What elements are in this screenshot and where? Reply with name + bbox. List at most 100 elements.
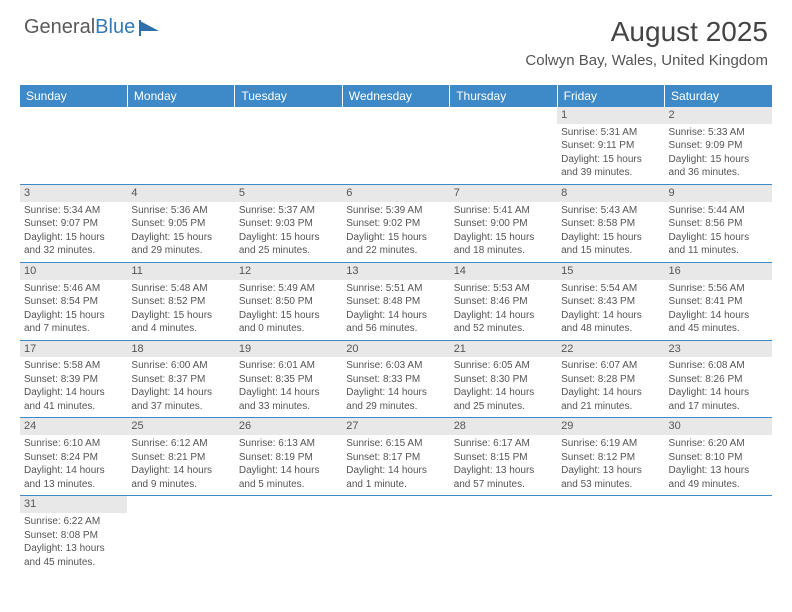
- day-number: 16: [665, 263, 772, 280]
- daylight-line: Daylight: 15 hours and 0 minutes.: [239, 309, 338, 336]
- month-title: August 2025: [525, 16, 768, 48]
- weekday-header-row: Sunday Monday Tuesday Wednesday Thursday…: [20, 85, 772, 107]
- daylight-line: Daylight: 14 hours and 45 minutes.: [669, 309, 768, 336]
- location: Colwyn Bay, Wales, United Kingdom: [525, 52, 768, 69]
- calendar-cell: 29Sunrise: 6:19 AMSunset: 8:12 PMDayligh…: [557, 418, 664, 496]
- day-number: 4: [127, 185, 234, 202]
- sunrise-line: Sunrise: 6:08 AM: [669, 359, 768, 373]
- sunrise-line: Sunrise: 5:51 AM: [346, 282, 445, 296]
- calendar-cell: 11Sunrise: 5:48 AMSunset: 8:52 PMDayligh…: [127, 262, 234, 340]
- sunrise-line: Sunrise: 6:00 AM: [131, 359, 230, 373]
- daylight-line: Daylight: 14 hours and 25 minutes.: [454, 386, 553, 413]
- calendar-row: 17Sunrise: 5:58 AMSunset: 8:39 PMDayligh…: [20, 340, 772, 418]
- sunrise-line: Sunrise: 6:07 AM: [561, 359, 660, 373]
- daylight-line: Daylight: 14 hours and 29 minutes.: [346, 386, 445, 413]
- daylight-line: Daylight: 15 hours and 25 minutes.: [239, 231, 338, 258]
- sunrise-line: Sunrise: 6:22 AM: [24, 515, 123, 529]
- calendar-row: 31Sunrise: 6:22 AMSunset: 8:08 PMDayligh…: [20, 496, 772, 573]
- sunrise-line: Sunrise: 5:48 AM: [131, 282, 230, 296]
- sunset-line: Sunset: 8:43 PM: [561, 295, 660, 309]
- daylight-line: Daylight: 14 hours and 37 minutes.: [131, 386, 230, 413]
- daylight-line: Daylight: 15 hours and 36 minutes.: [669, 153, 768, 180]
- sunrise-line: Sunrise: 6:20 AM: [669, 437, 768, 451]
- calendar-cell: 16Sunrise: 5:56 AMSunset: 8:41 PMDayligh…: [665, 262, 772, 340]
- sunrise-line: Sunrise: 6:10 AM: [24, 437, 123, 451]
- sunrise-line: Sunrise: 5:34 AM: [24, 204, 123, 218]
- sunrise-line: Sunrise: 5:49 AM: [239, 282, 338, 296]
- daylight-line: Daylight: 14 hours and 9 minutes.: [131, 464, 230, 491]
- daylight-line: Daylight: 15 hours and 29 minutes.: [131, 231, 230, 258]
- calendar-cell: 15Sunrise: 5:54 AMSunset: 8:43 PMDayligh…: [557, 262, 664, 340]
- day-number: 1: [557, 107, 664, 124]
- weekday-header: Thursday: [450, 85, 557, 107]
- daylight-line: Daylight: 15 hours and 32 minutes.: [24, 231, 123, 258]
- day-number: 27: [342, 418, 449, 435]
- calendar-cell: .: [235, 107, 342, 184]
- sunrise-line: Sunrise: 5:58 AM: [24, 359, 123, 373]
- sunrise-line: Sunrise: 5:53 AM: [454, 282, 553, 296]
- calendar-cell: .: [450, 107, 557, 184]
- sunrise-line: Sunrise: 6:01 AM: [239, 359, 338, 373]
- logo: GeneralBlue: [24, 16, 161, 39]
- sunrise-line: Sunrise: 5:37 AM: [239, 204, 338, 218]
- daylight-line: Daylight: 15 hours and 18 minutes.: [454, 231, 553, 258]
- day-number: 22: [557, 341, 664, 358]
- day-number: 3: [20, 185, 127, 202]
- sunset-line: Sunset: 8:19 PM: [239, 451, 338, 465]
- day-number: 8: [557, 185, 664, 202]
- day-number: 12: [235, 263, 342, 280]
- calendar-cell: [342, 496, 449, 573]
- sunset-line: Sunset: 8:35 PM: [239, 373, 338, 387]
- daylight-line: Daylight: 13 hours and 45 minutes.: [24, 542, 123, 569]
- daylight-line: Daylight: 14 hours and 17 minutes.: [669, 386, 768, 413]
- daylight-line: Daylight: 14 hours and 52 minutes.: [454, 309, 553, 336]
- weekday-header: Wednesday: [342, 85, 449, 107]
- day-number: 7: [450, 185, 557, 202]
- day-number: 18: [127, 341, 234, 358]
- weekday-header: Tuesday: [235, 85, 342, 107]
- sunset-line: Sunset: 9:02 PM: [346, 217, 445, 231]
- daylight-line: Daylight: 13 hours and 57 minutes.: [454, 464, 553, 491]
- sunrise-line: Sunrise: 6:19 AM: [561, 437, 660, 451]
- daylight-line: Daylight: 15 hours and 4 minutes.: [131, 309, 230, 336]
- daylight-line: Daylight: 14 hours and 1 minute.: [346, 464, 445, 491]
- calendar-cell: 22Sunrise: 6:07 AMSunset: 8:28 PMDayligh…: [557, 340, 664, 418]
- calendar-cell: 21Sunrise: 6:05 AMSunset: 8:30 PMDayligh…: [450, 340, 557, 418]
- day-number: 30: [665, 418, 772, 435]
- sunrise-line: Sunrise: 5:46 AM: [24, 282, 123, 296]
- calendar-cell: 10Sunrise: 5:46 AMSunset: 8:54 PMDayligh…: [20, 262, 127, 340]
- calendar-cell: 28Sunrise: 6:17 AMSunset: 8:15 PMDayligh…: [450, 418, 557, 496]
- day-number: 17: [20, 341, 127, 358]
- sunset-line: Sunset: 9:03 PM: [239, 217, 338, 231]
- calendar-row: 24Sunrise: 6:10 AMSunset: 8:24 PMDayligh…: [20, 418, 772, 496]
- sunrise-line: Sunrise: 5:33 AM: [669, 126, 768, 140]
- day-number: 6: [342, 185, 449, 202]
- calendar-cell: 12Sunrise: 5:49 AMSunset: 8:50 PMDayligh…: [235, 262, 342, 340]
- daylight-line: Daylight: 15 hours and 15 minutes.: [561, 231, 660, 258]
- daylight-line: Daylight: 14 hours and 41 minutes.: [24, 386, 123, 413]
- weekday-header: Sunday: [20, 85, 127, 107]
- day-number: 25: [127, 418, 234, 435]
- sunset-line: Sunset: 8:28 PM: [561, 373, 660, 387]
- day-number: 9: [665, 185, 772, 202]
- daylight-line: Daylight: 15 hours and 7 minutes.: [24, 309, 123, 336]
- sunrise-line: Sunrise: 5:39 AM: [346, 204, 445, 218]
- sunrise-line: Sunrise: 5:43 AM: [561, 204, 660, 218]
- calendar-cell: 5Sunrise: 5:37 AMSunset: 9:03 PMDaylight…: [235, 184, 342, 262]
- calendar-cell: 4Sunrise: 5:36 AMSunset: 9:05 PMDaylight…: [127, 184, 234, 262]
- weekday-header: Friday: [557, 85, 664, 107]
- daylight-line: Daylight: 13 hours and 49 minutes.: [669, 464, 768, 491]
- calendar-row: .....1Sunrise: 5:31 AMSunset: 9:11 PMDay…: [20, 107, 772, 184]
- calendar-cell: 18Sunrise: 6:00 AMSunset: 8:37 PMDayligh…: [127, 340, 234, 418]
- calendar-cell: 26Sunrise: 6:13 AMSunset: 8:19 PMDayligh…: [235, 418, 342, 496]
- sunset-line: Sunset: 9:07 PM: [24, 217, 123, 231]
- day-number: 21: [450, 341, 557, 358]
- sunrise-line: Sunrise: 6:05 AM: [454, 359, 553, 373]
- daylight-line: Daylight: 13 hours and 53 minutes.: [561, 464, 660, 491]
- day-number: 31: [20, 496, 127, 513]
- logo-flag-icon: [139, 20, 161, 36]
- sunrise-line: Sunrise: 6:13 AM: [239, 437, 338, 451]
- calendar-cell: 8Sunrise: 5:43 AMSunset: 8:58 PMDaylight…: [557, 184, 664, 262]
- day-number: 11: [127, 263, 234, 280]
- calendar-cell: [557, 496, 664, 573]
